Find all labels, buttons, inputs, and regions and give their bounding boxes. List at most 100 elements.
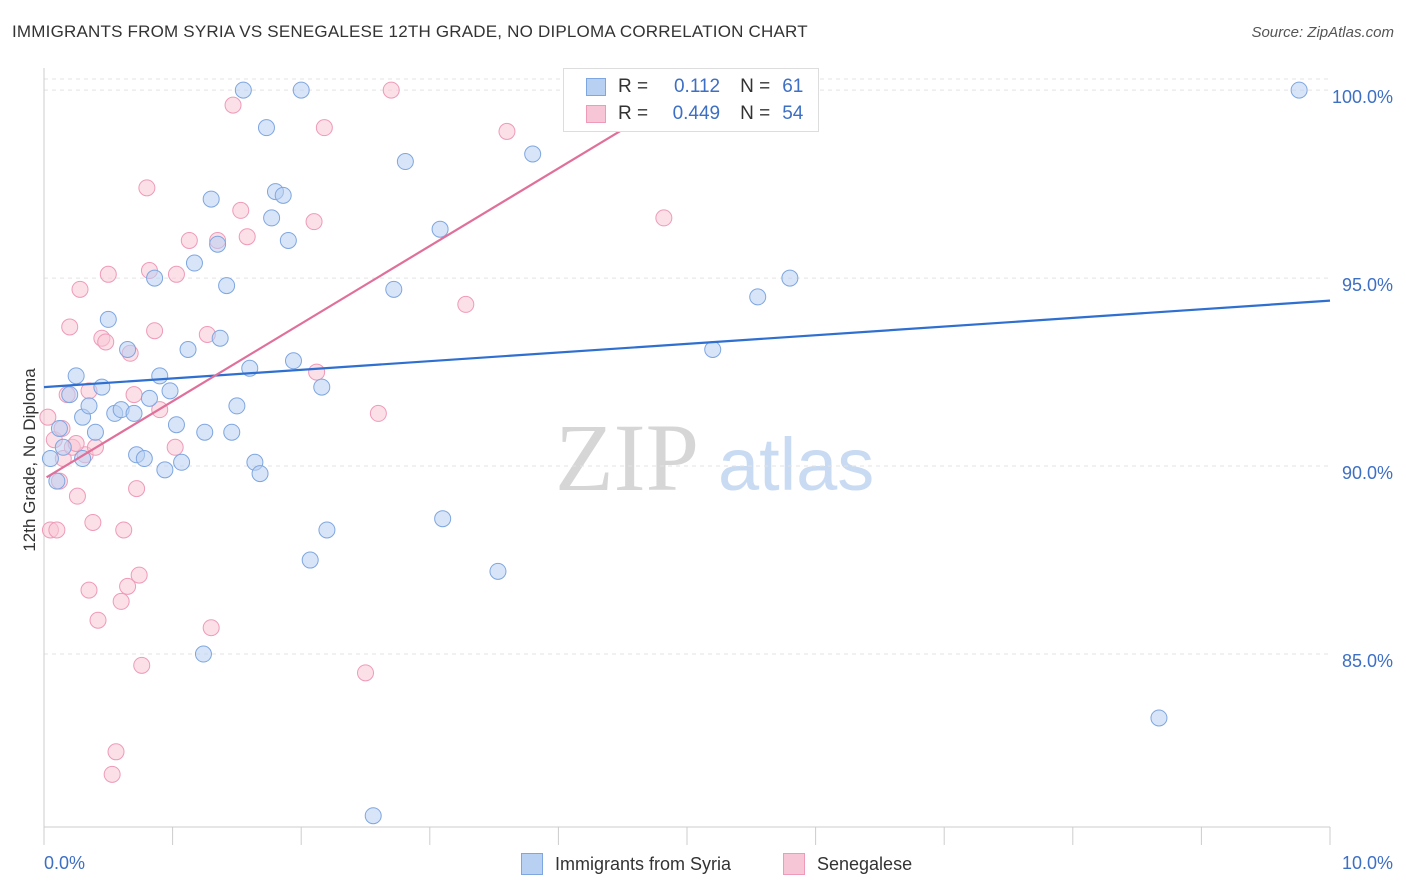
y-tick-label: 95.0% [1342,275,1393,295]
stats-legend: R = 0.112 N = 61 R = 0.449 N = 54 [563,68,819,132]
r-label: R = [618,103,649,124]
senegalese-point [369,404,387,422]
syria-point [396,153,414,171]
senegalese-point [97,333,115,351]
senegalese-point [112,592,130,610]
syria-point [74,450,92,468]
syria-point [125,404,143,422]
chart-title: IMMIGRANTS FROM SYRIA VS SENEGALESE 12TH… [12,22,808,41]
syria-point [1290,81,1308,99]
syria-point [431,220,449,238]
syria-point [161,382,179,400]
syria-point [781,269,799,287]
senegalese-point [89,611,107,629]
syria-point [318,521,336,539]
x-tick-label: 0.0% [44,853,85,873]
syria-point [196,423,214,441]
syria-point [279,231,297,249]
senegalese-point [107,743,125,761]
syria-point [146,269,164,287]
stats-legend-row-syria: R = 0.112 N = 61 [586,74,803,100]
syria-point [211,329,229,347]
stats-legend-row-senegalese: R = 0.449 N = 54 [586,101,803,127]
n-label: N = [740,76,771,97]
senegalese-point [133,656,151,674]
syria-n-value: 61 [782,76,804,97]
syria-swatch [586,78,606,96]
senegalese-point [71,280,89,298]
senegalese-point [130,566,148,584]
senegalese-point [232,201,250,219]
syria-point [251,465,269,483]
legend-syria-swatch [521,853,543,875]
syria-point [119,341,137,359]
senegalese-point [48,521,66,539]
senegalese-point [80,581,98,599]
senegalese-n-value: 54 [782,103,804,124]
syria-point [223,423,241,441]
gridlines [44,78,1330,655]
syria-point [156,461,174,479]
r-label: R = [618,76,649,97]
watermark-atlas: atlas [718,423,874,506]
syria-point [1150,709,1168,727]
axes [43,68,1331,845]
syria-point [140,389,158,407]
syria-point [228,397,246,415]
legend-senegalese-swatch [783,853,805,875]
senegalese-point [68,487,86,505]
x-tick-label: 10.0% [1342,853,1393,873]
legend-senegalese-label: Senegalese [817,853,913,874]
syria-trend-line [43,299,1331,389]
senegalese-point [655,209,673,227]
senegalese-point [357,664,374,682]
tick-labels: 85.0% 90.0% 95.0% 100.0% 0.0% 10.0% [44,87,1393,873]
senegalese-point [498,122,516,140]
senegalese-point [128,480,146,498]
syria-point [313,378,331,396]
syria-point [202,190,220,208]
senegalese-point [305,213,323,231]
syria-point [61,386,79,404]
senegalese-point [61,318,79,336]
senegalese-point [315,119,333,137]
syria-point [209,235,227,253]
senegalese-point [138,179,156,197]
syria-point [86,423,104,441]
syria-point [524,145,542,163]
senegalese-r-value: 0.449 [672,103,721,124]
syria-point [179,341,197,359]
syria-point [41,450,59,468]
syria-point [167,416,185,434]
syria-point [749,288,767,306]
senegalese-points [39,81,673,783]
senegalese-point [202,619,220,637]
senegalese-trend-line [46,92,683,479]
senegalese-point [167,265,185,283]
y-tick-label: 100.0% [1332,87,1393,107]
senegalese-point [457,295,475,313]
senegalese-point [224,96,242,114]
legend-item-syria: Immigrants from Syria [521,851,731,877]
syria-point [218,277,236,295]
senegalese-point [115,521,133,539]
syria-point [704,341,722,359]
senegalese-point [39,408,57,426]
y-tick-label: 85.0% [1342,651,1393,671]
syria-point [93,378,111,396]
trend-lines [43,92,1331,479]
n-label: N = [740,103,771,124]
legend-item-senegalese: Senegalese [783,851,912,877]
syria-point [301,551,319,569]
syria-point [54,438,72,456]
senegalese-swatch [586,105,606,123]
syria-point [99,310,117,328]
syria-point [263,209,281,227]
syria-points [41,81,1308,825]
legend-syria-label: Immigrants from Syria [555,853,732,874]
senegalese-point [382,81,400,99]
senegalese-point [84,513,102,531]
syria-point [257,119,275,137]
y-axis-label: 12th Grade, No Diploma [20,368,39,552]
